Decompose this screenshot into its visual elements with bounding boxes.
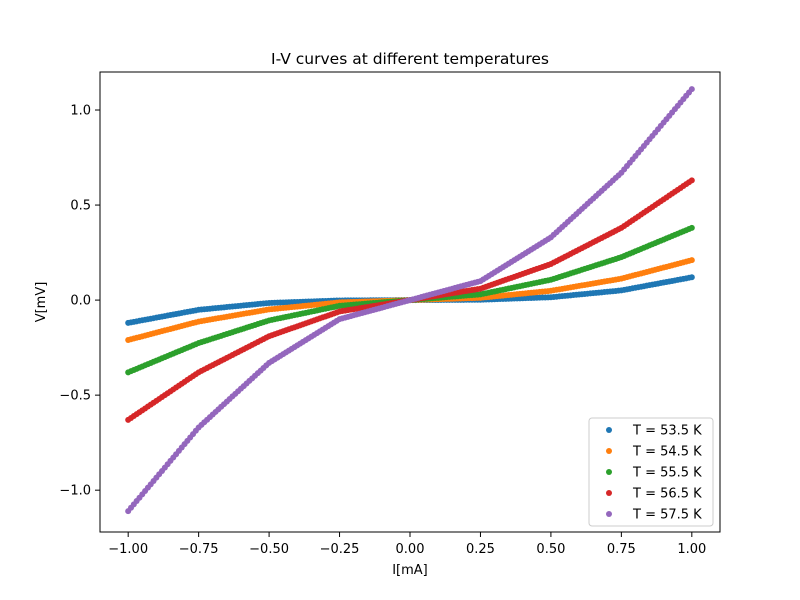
x-tick-label: 0.75	[607, 542, 636, 557]
y-tick-label: −1.0	[59, 484, 91, 499]
x-axis-ticks: −1.00 −0.75 −0.50 −0.25 0.00 0.25 0.50 0.75 1.00	[108, 532, 706, 557]
legend-label: T = 55.5 K	[632, 466, 702, 481]
legend-label: T = 57.5 K	[632, 508, 702, 523]
y-axis-ticks: −1.0 −0.5 0.0 0.5 1.0	[59, 104, 100, 499]
y-tick-label: 0.0	[70, 294, 91, 309]
x-axis-label: I[mA]	[392, 563, 428, 578]
data-point	[688, 274, 695, 281]
y-axis-label: V[mV]	[34, 282, 49, 323]
x-tick-label: 0.50	[536, 542, 565, 557]
legend-marker	[606, 427, 612, 433]
y-tick-label: 1.0	[70, 104, 91, 119]
y-tick-label: 0.5	[70, 199, 91, 214]
legend-label: T = 54.5 K	[632, 445, 702, 460]
legend-box	[588, 417, 714, 527]
legend-marker	[606, 448, 612, 454]
series-5	[125, 86, 695, 515]
x-tick-label: 0.00	[396, 542, 425, 557]
x-tick-label: −1.00	[108, 542, 148, 557]
y-tick-label: −0.5	[59, 389, 91, 404]
legend: T = 53.5 K T = 54.5 K T = 55.5 K T = 56.5 K…	[588, 417, 714, 527]
x-tick-label: 1.00	[677, 542, 706, 557]
legend-label: T = 56.5 K	[632, 487, 702, 502]
x-tick-label: −0.75	[179, 542, 219, 557]
data-point	[688, 224, 695, 231]
x-tick-label: −0.25	[320, 542, 360, 557]
data-point	[688, 86, 695, 93]
legend-marker	[606, 490, 612, 496]
legend-marker	[606, 511, 612, 517]
data-point	[688, 257, 695, 264]
data-point	[688, 177, 695, 184]
legend-label: T = 53.5 K	[632, 424, 702, 439]
legend-marker	[606, 469, 612, 475]
x-tick-label: −0.50	[249, 542, 289, 557]
x-tick-label: 0.25	[466, 542, 495, 557]
series-3	[125, 224, 695, 376]
chart-title: I-V curves at different temperatures	[271, 50, 549, 68]
